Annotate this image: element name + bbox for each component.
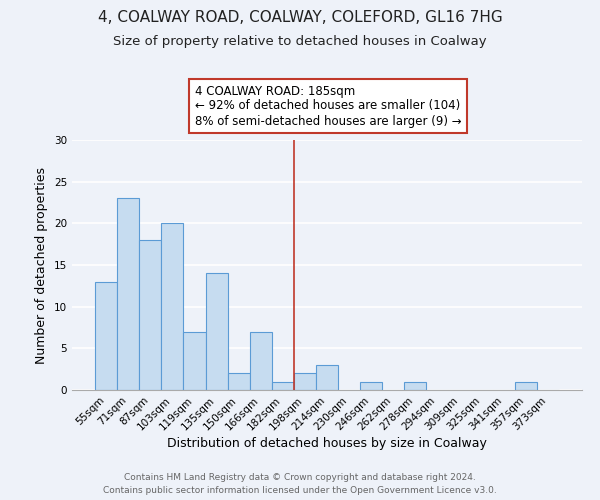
Bar	[316, 365, 338, 390]
Bar	[404, 382, 427, 390]
Text: Size of property relative to detached houses in Coalway: Size of property relative to detached ho…	[113, 35, 487, 48]
Bar	[360, 382, 382, 390]
Bar	[139, 240, 161, 390]
Bar	[206, 274, 227, 390]
Bar	[95, 282, 117, 390]
Y-axis label: Number of detached properties: Number of detached properties	[35, 166, 49, 364]
Bar	[184, 332, 206, 390]
Bar	[250, 332, 272, 390]
Text: Contains public sector information licensed under the Open Government Licence v3: Contains public sector information licen…	[103, 486, 497, 495]
Bar	[294, 374, 316, 390]
Bar	[161, 224, 184, 390]
Bar	[117, 198, 139, 390]
Bar	[515, 382, 537, 390]
Text: Contains HM Land Registry data © Crown copyright and database right 2024.: Contains HM Land Registry data © Crown c…	[124, 474, 476, 482]
Bar	[227, 374, 250, 390]
Bar	[272, 382, 294, 390]
X-axis label: Distribution of detached houses by size in Coalway: Distribution of detached houses by size …	[167, 438, 487, 450]
Text: 4, COALWAY ROAD, COALWAY, COLEFORD, GL16 7HG: 4, COALWAY ROAD, COALWAY, COLEFORD, GL16…	[98, 10, 502, 25]
Text: 4 COALWAY ROAD: 185sqm
← 92% of detached houses are smaller (104)
8% of semi-det: 4 COALWAY ROAD: 185sqm ← 92% of detached…	[194, 84, 461, 128]
